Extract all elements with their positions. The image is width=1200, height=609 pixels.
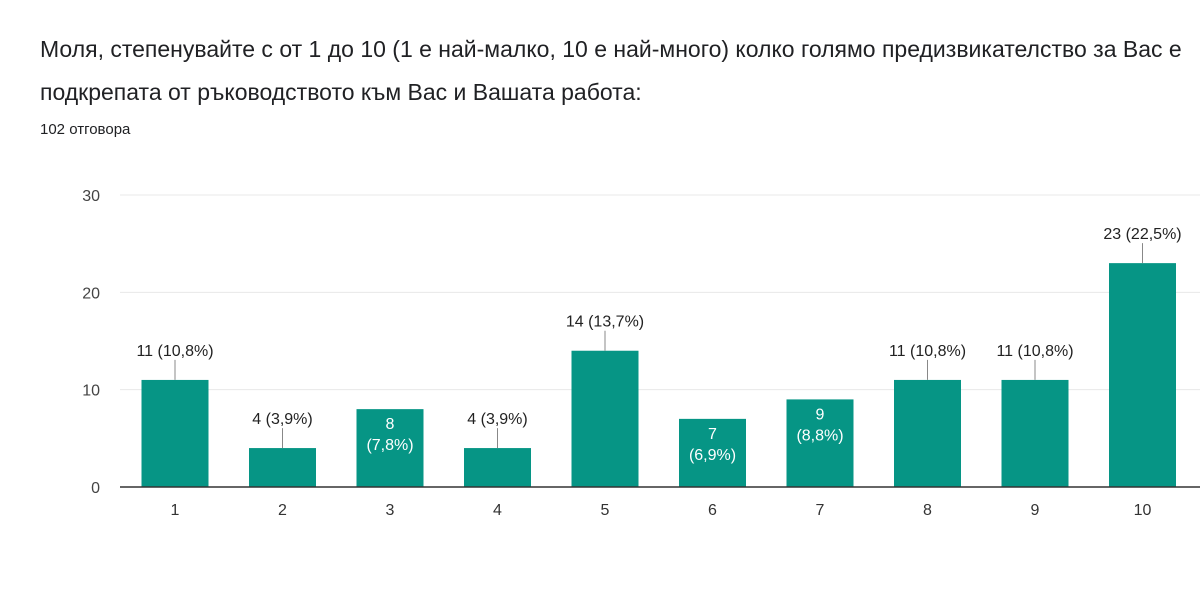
bar [571, 350, 639, 487]
x-tick-label: 2 [278, 502, 287, 519]
x-tick-label: 8 [923, 502, 932, 519]
data-label: 4 (3,9%) [467, 411, 527, 428]
responses-count: 102 отговора [40, 121, 131, 138]
data-label: 11 (10,8%) [889, 343, 966, 360]
bar [1109, 263, 1176, 487]
x-tick-label: 9 [1031, 502, 1040, 519]
grid-lines [120, 194, 1200, 391]
data-label: 7 (6,9%) [689, 426, 736, 464]
data-label: 4 (3,9%) [252, 411, 312, 428]
data-label: 8 (7,8%) [366, 416, 413, 454]
x-tick-label: 4 [493, 502, 502, 519]
x-tick-label: 1 [171, 502, 180, 519]
bar [679, 418, 746, 487]
y-axis-ticks: 0 10 20 30 [82, 188, 100, 497]
y-tick-label: 30 [82, 188, 100, 205]
data-label: 23 (22,5%) [1103, 226, 1181, 243]
data-labels: 11 (10,8%) 4 (3,9%) 8 (7,8%) 4 (3,9%) 14 (13,… [136, 226, 1181, 464]
bar [141, 379, 209, 487]
data-label: 11 (10,8%) [136, 343, 213, 360]
bars [141, 263, 1176, 487]
bar [356, 409, 424, 487]
bar [464, 448, 531, 487]
x-tick-label: 3 [386, 502, 395, 519]
x-tick-label: 5 [601, 502, 610, 519]
x-axis-ticks: 1 2 3 4 5 6 7 8 9 10 [171, 502, 1152, 519]
y-tick-label: 10 [82, 383, 100, 400]
bar [1001, 379, 1069, 487]
x-tick-label: 6 [708, 502, 717, 519]
data-label: 9 (8,8%) [796, 406, 843, 444]
x-tick-label: 7 [816, 502, 825, 519]
bar [894, 379, 961, 487]
y-tick-label: 0 [91, 480, 100, 497]
bar [249, 448, 316, 487]
question-title: Моля, степенувайте с от 1 до 10 (1 е най… [40, 36, 1182, 105]
data-label: 11 (10,8%) [996, 343, 1073, 360]
data-label: 14 (13,7%) [566, 314, 644, 331]
bar [786, 399, 854, 487]
x-tick-label: 10 [1134, 502, 1152, 519]
y-tick-label: 20 [82, 285, 100, 302]
